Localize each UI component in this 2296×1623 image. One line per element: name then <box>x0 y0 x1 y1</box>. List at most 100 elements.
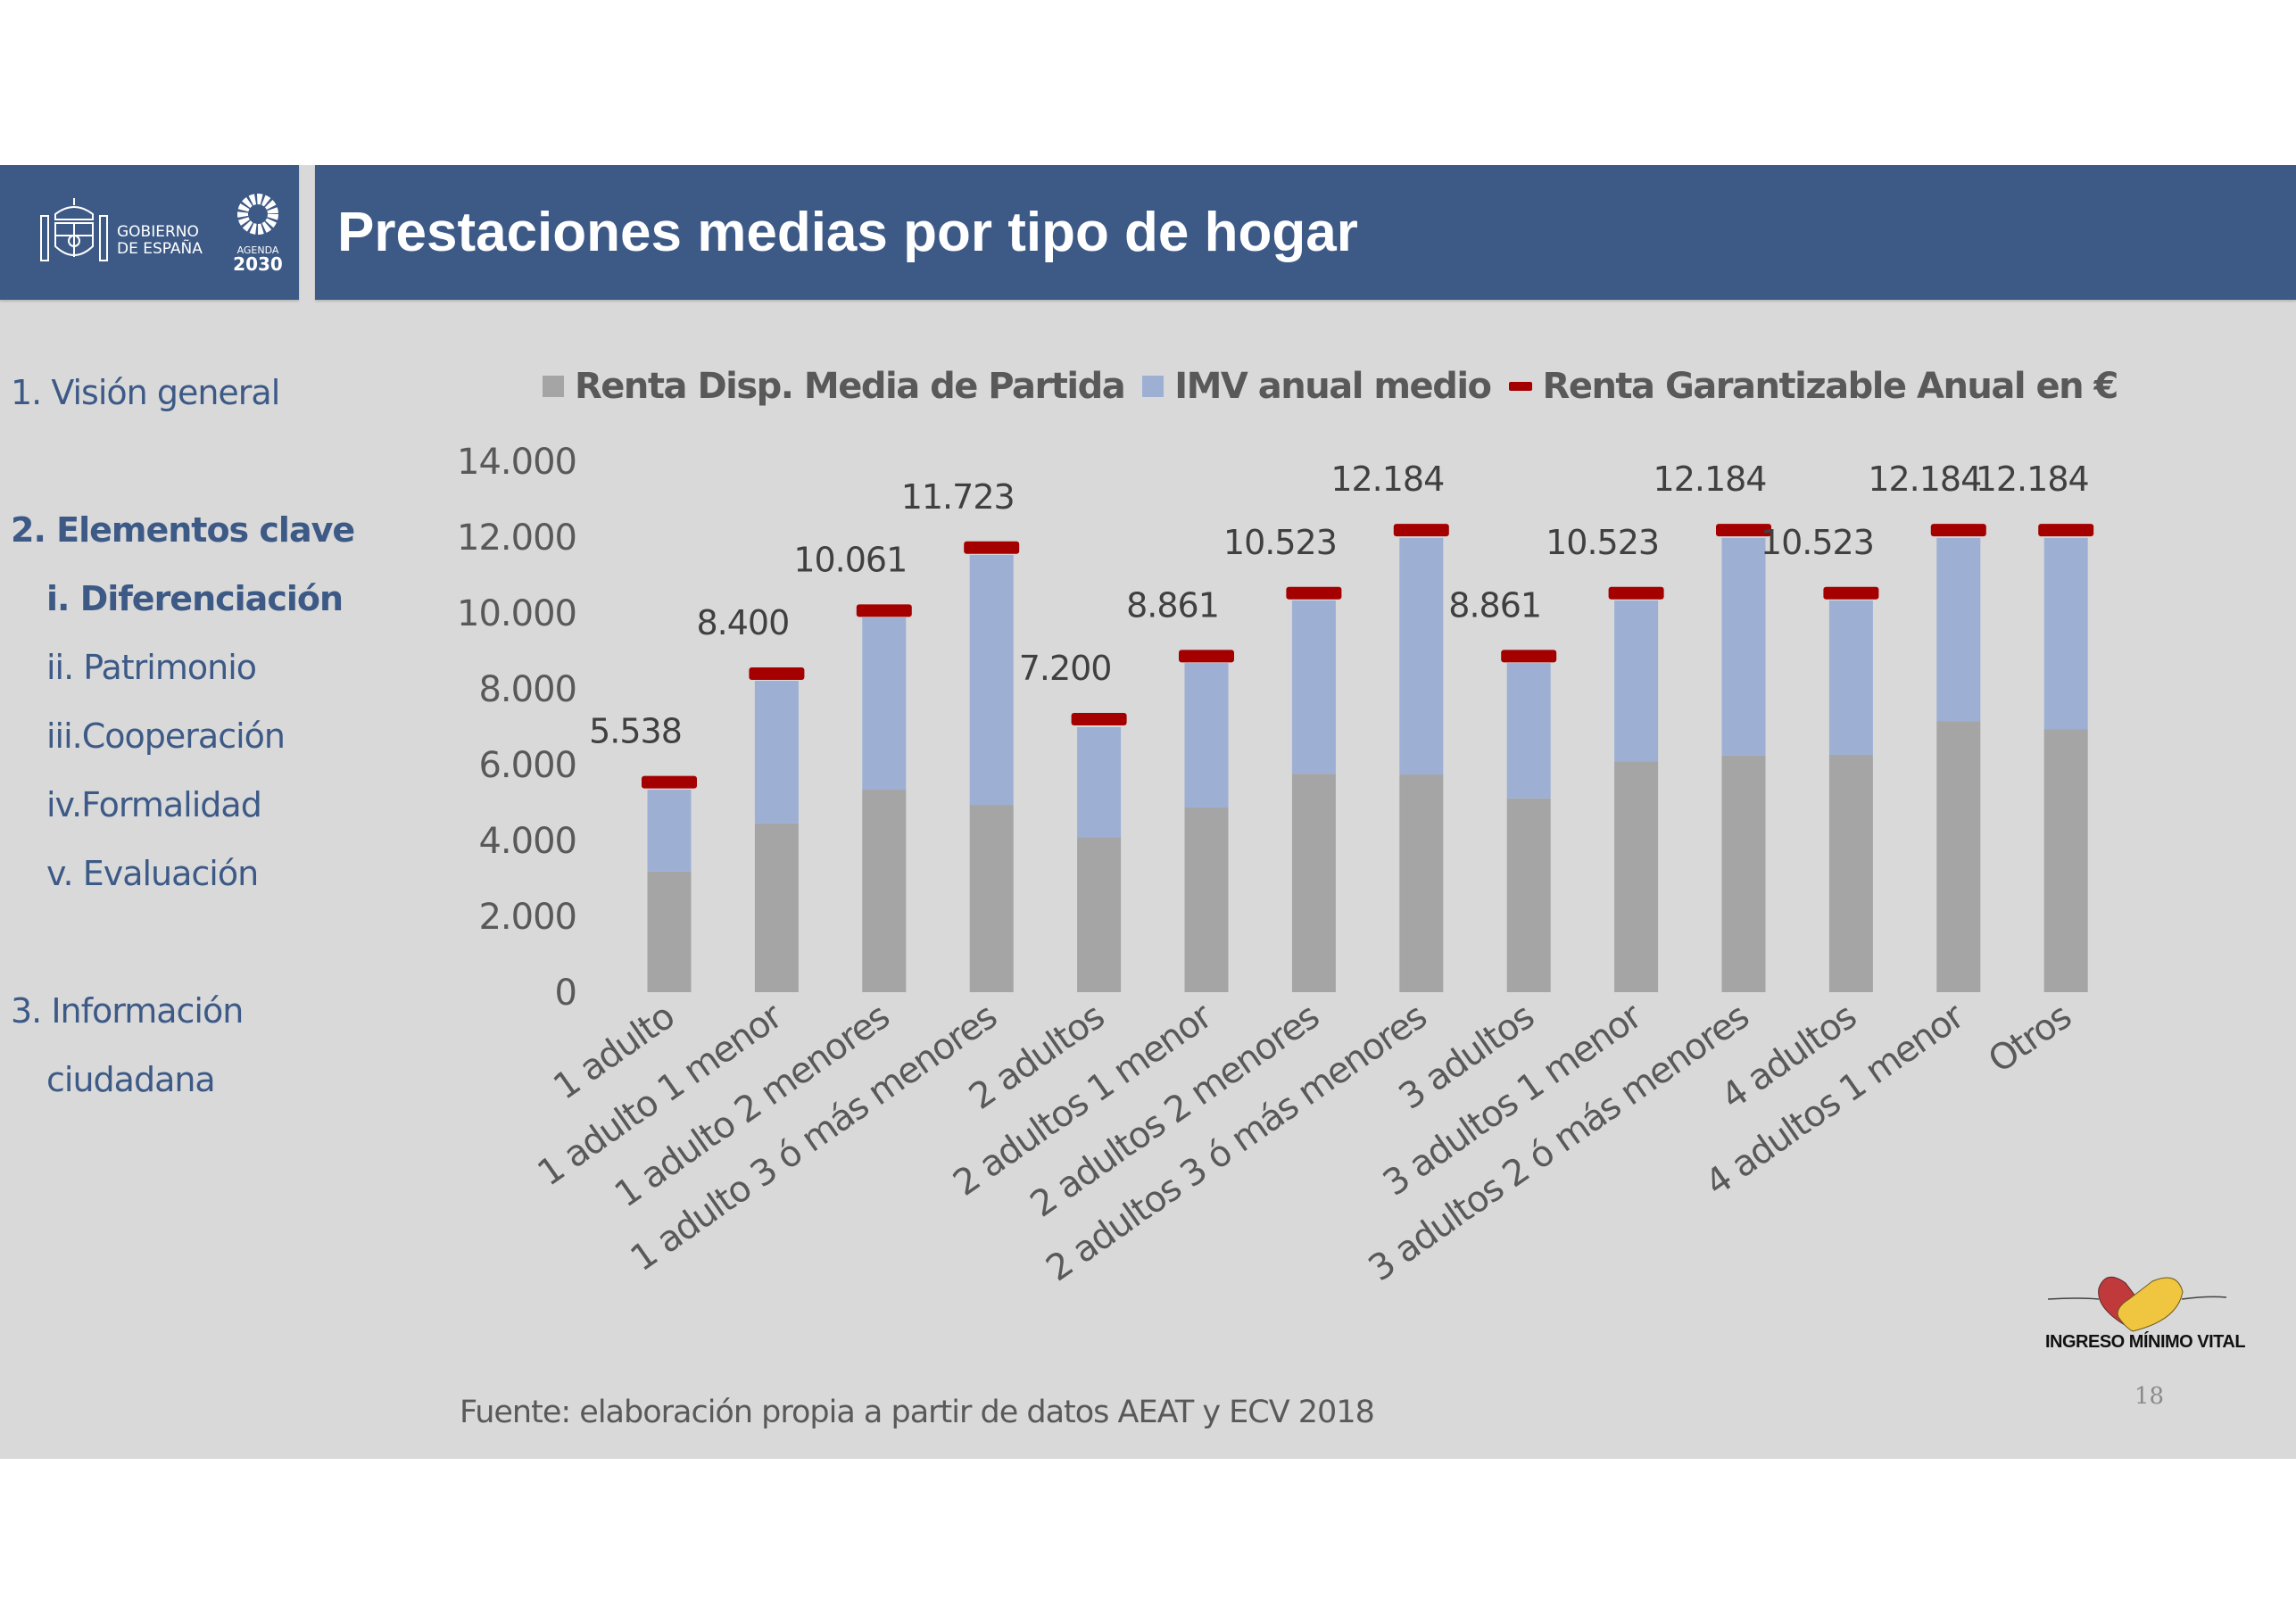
data-label-garantizable: 5.538 <box>589 712 682 751</box>
marker-garantizable <box>1179 650 1234 663</box>
bar-group: 10.523 <box>1761 523 1879 992</box>
y-tick-label: 12.000 <box>457 518 576 559</box>
bar-group: 12.184 <box>1976 460 2094 992</box>
bar-imv <box>1399 537 1444 775</box>
y-tick-label: 14.000 <box>457 442 576 483</box>
bar-group: 8.861 <box>1448 585 1557 992</box>
y-tick-label: 8.000 <box>478 669 576 710</box>
coat-of-arms-icon <box>40 198 108 261</box>
nav-item-patrimonio[interactable]: ii. Patrimonio <box>46 648 257 687</box>
data-label-garantizable: 10.523 <box>1223 523 1337 562</box>
marker-garantizable <box>1823 586 1879 600</box>
marker-garantizable <box>1716 524 1771 537</box>
bar-renta <box>1184 807 1229 992</box>
y-axis: 0 2.000 4.000 6.000 8.000 10.000 12.000 14.000 <box>457 442 577 1014</box>
nav-item-evaluacion[interactable]: v. Evaluación <box>46 854 259 893</box>
bar-renta <box>1936 721 1981 992</box>
data-label-garantizable: 11.723 <box>901 477 1015 517</box>
legend-entry-renta: Renta Disp. Media de Partida <box>543 366 1126 407</box>
legend-entry-imv: IMV anual medio <box>1142 366 1492 407</box>
bar-imv <box>1614 600 1659 762</box>
data-label-garantizable: 10.061 <box>793 540 907 579</box>
bar-renta <box>1721 755 1766 992</box>
bar-imv <box>2043 537 2088 730</box>
nav-item-cooperacion[interactable]: iii.Cooperación <box>46 716 286 756</box>
nav-item-diferenciacion[interactable]: i. Diferenciación <box>46 579 344 618</box>
marker-garantizable <box>1608 586 1664 600</box>
data-label-garantizable: 8.400 <box>697 603 790 642</box>
agenda-year: 2030 <box>233 253 283 275</box>
marker-garantizable <box>749 667 805 680</box>
marker-garantizable <box>1071 713 1127 725</box>
bar-renta <box>754 823 799 992</box>
nav-item-ciudadana[interactable]: ciudadana <box>46 1060 216 1099</box>
marker-garantizable <box>856 604 912 617</box>
marker-garantizable <box>2038 524 2094 537</box>
bar-imv <box>1721 537 1766 756</box>
bar-imv <box>969 554 1014 806</box>
marker-garantizable <box>1286 586 1342 600</box>
gov-logo-line1: GOBIERNO <box>117 223 199 241</box>
data-label-garantizable: 12.184 <box>1976 460 2089 499</box>
bar-renta <box>647 871 692 992</box>
bar-group: 8.861 <box>1126 585 1234 992</box>
nav-item-formalidad[interactable]: iv.Formalidad <box>46 785 262 824</box>
x-tick-label: Otros <box>1981 997 2078 1081</box>
y-tick-label: 10.000 <box>457 593 576 634</box>
data-label-garantizable: 10.523 <box>1761 523 1874 562</box>
y-tick-label: 0 <box>555 973 576 1014</box>
data-label-garantizable: 7.200 <box>1019 649 1112 688</box>
data-label-garantizable: 12.184 <box>1654 460 1767 499</box>
nav-item-vision-general[interactable]: 1. Visión general <box>11 373 280 412</box>
bar-imv <box>754 681 799 824</box>
y-tick-label: 6.000 <box>478 745 576 786</box>
bar-group: 12.184 <box>1330 460 1449 992</box>
bar-renta <box>1077 837 1122 992</box>
imv-logo-text: INGRESO MÍNIMO VITAL <box>2045 1332 2246 1352</box>
legend-label-garantizable: Renta Garantizable Anual en € <box>1542 366 2119 407</box>
bar-group: 5.538 <box>589 712 697 992</box>
bar-imv <box>1184 663 1229 808</box>
data-label-garantizable: 8.861 <box>1448 585 1541 625</box>
source-note: Fuente: elaboración propia a partir de d… <box>460 1395 1375 1430</box>
bar-renta <box>1828 754 1873 992</box>
data-label-garantizable: 12.184 <box>1330 460 1444 499</box>
nav-item-elementos-clave[interactable]: 2. Elementos clave <box>11 510 355 550</box>
bar-group: 11.723 <box>901 477 1020 992</box>
data-label-garantizable: 10.523 <box>1546 523 1659 562</box>
bar-imv <box>1936 537 1981 722</box>
ingreso-minimo-vital-logo-icon <box>2047 1276 2227 1332</box>
gov-logo-text: GOBIERNO DE ESPAÑA <box>117 224 203 258</box>
y-tick-label: 4.000 <box>478 821 576 862</box>
agenda-wheel-icon <box>237 194 278 235</box>
page-title: Prestaciones medias por tipo de hogar <box>337 202 1358 263</box>
bars: 5.5388.40010.06111.7237.2008.86110.52312… <box>589 460 2094 992</box>
bar-renta <box>1506 798 1551 992</box>
marker-garantizable <box>964 541 1020 554</box>
legend-swatch-garantizable <box>1508 382 1532 391</box>
gov-logo-line2: DE ESPAÑA <box>117 240 203 258</box>
page-number: 18 <box>2134 1383 2165 1410</box>
marker-garantizable <box>1501 650 1557 663</box>
agenda-2030-logo: AGENDA 2030 <box>230 192 286 275</box>
bar-group: 7.200 <box>1019 649 1127 992</box>
marker-garantizable <box>642 775 697 789</box>
agenda-label: AGENDA <box>236 244 279 256</box>
title-bar: Prestaciones medias por tipo de hogar <box>315 165 2296 300</box>
nav-item-informacion[interactable]: 3. Información <box>11 991 244 1031</box>
bar-renta <box>2043 729 2088 992</box>
bar-renta <box>969 805 1014 992</box>
bar-imv <box>1828 600 1873 755</box>
bar-group: 12.184 <box>1868 460 1986 992</box>
bar-imv <box>862 617 907 791</box>
chart-legend: Renta Disp. Media de Partida IMV anual m… <box>543 366 2135 407</box>
gov-logo-box: GOBIERNO DE ESPAÑA AGENDA 2030 <box>0 165 299 300</box>
bar-imv <box>647 790 692 872</box>
bar-group: 10.523 <box>1546 523 1664 992</box>
bar-imv <box>1291 600 1336 774</box>
legend-swatch-renta <box>543 376 564 397</box>
bar-imv <box>1077 726 1122 838</box>
data-label-garantizable: 12.184 <box>1868 460 1981 499</box>
